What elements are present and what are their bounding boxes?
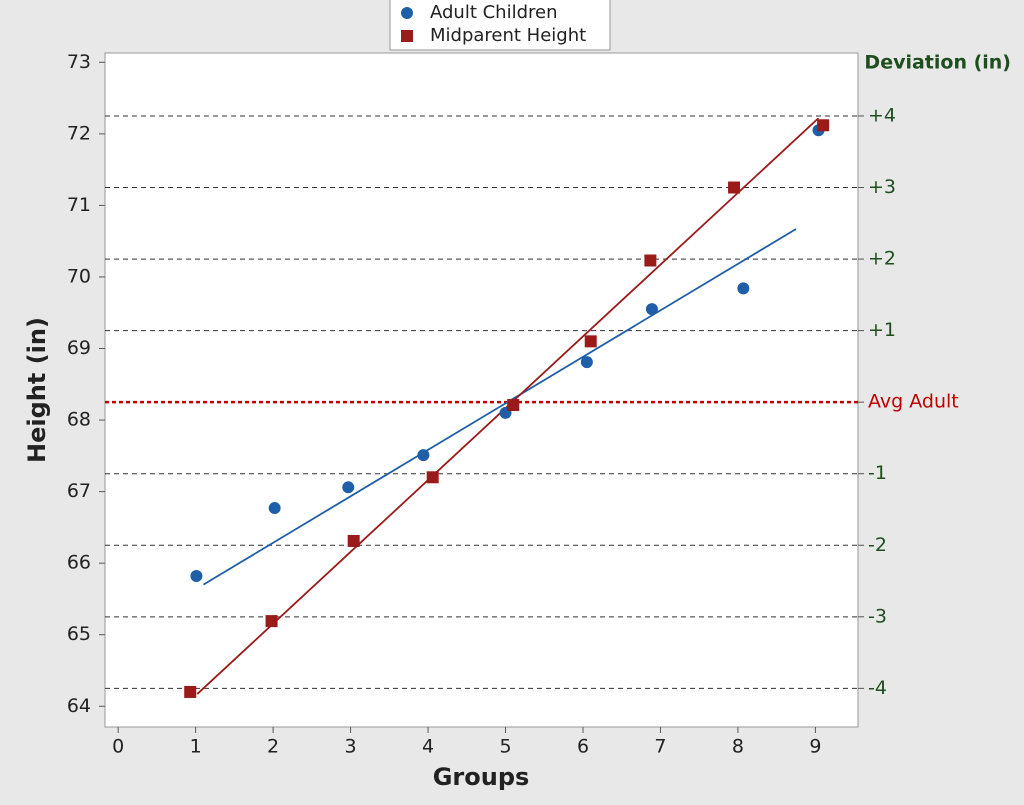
point: [644, 254, 657, 267]
y2-tick-label: -2: [868, 534, 887, 556]
y2-tick-label: +2: [868, 248, 896, 270]
legend-label: Midparent Height: [430, 25, 586, 46]
point: [265, 615, 278, 628]
point: [580, 356, 593, 369]
y2-tick-label: Avg Adult: [868, 391, 959, 413]
y-tick-label: 68: [67, 409, 91, 431]
fit-line: [202, 228, 797, 586]
point: [507, 399, 520, 412]
x-tick-label: 7: [654, 736, 666, 758]
point: [645, 303, 658, 316]
plot-area: [104, 52, 859, 728]
legend: [389, 0, 611, 51]
y2-tick-label: +4: [868, 104, 896, 126]
point: [817, 119, 830, 132]
y-tick-label: 66: [67, 552, 91, 574]
y-tick-label: 67: [67, 480, 91, 502]
legend-marker: [401, 30, 413, 42]
y2-axis-label: Deviation (in): [864, 52, 1011, 74]
y-tick-label: 70: [67, 265, 91, 287]
legend-marker: [401, 7, 413, 19]
point: [737, 282, 750, 295]
y-tick-label: 64: [67, 695, 91, 717]
x-tick-label: 1: [190, 736, 202, 758]
x-tick-label: 6: [577, 736, 589, 758]
x-axis-label: Groups: [433, 763, 530, 791]
point: [268, 502, 281, 515]
y2-tick-label: +1: [868, 319, 896, 341]
y2-tick-label: +3: [868, 176, 896, 198]
y2-tick-label: -1: [868, 462, 887, 484]
x-tick-label: 3: [345, 736, 357, 758]
point: [347, 534, 360, 547]
x-tick-label: 0: [112, 736, 124, 758]
x-tick-label: 9: [809, 736, 821, 758]
point: [342, 481, 355, 494]
x-tick-label: 2: [267, 736, 279, 758]
y2-tick-label: -3: [868, 605, 887, 627]
point: [417, 449, 430, 462]
x-tick-label: 5: [499, 736, 511, 758]
point: [728, 181, 741, 194]
point: [426, 471, 439, 484]
y-tick-label: 69: [67, 337, 91, 359]
point: [190, 570, 203, 583]
y-tick-label: 73: [67, 51, 91, 73]
y-axis-label: Height (in): [23, 317, 51, 463]
y-tick-label: 71: [67, 194, 91, 216]
x-tick-label: 8: [732, 736, 744, 758]
legend-label: Adult Children: [430, 2, 558, 23]
y2-tick-label: -4: [868, 677, 887, 699]
point: [184, 685, 197, 698]
point: [584, 335, 597, 348]
x-tick-label: 4: [422, 736, 434, 758]
y-tick-label: 72: [67, 122, 91, 144]
y-tick-label: 65: [67, 623, 91, 645]
